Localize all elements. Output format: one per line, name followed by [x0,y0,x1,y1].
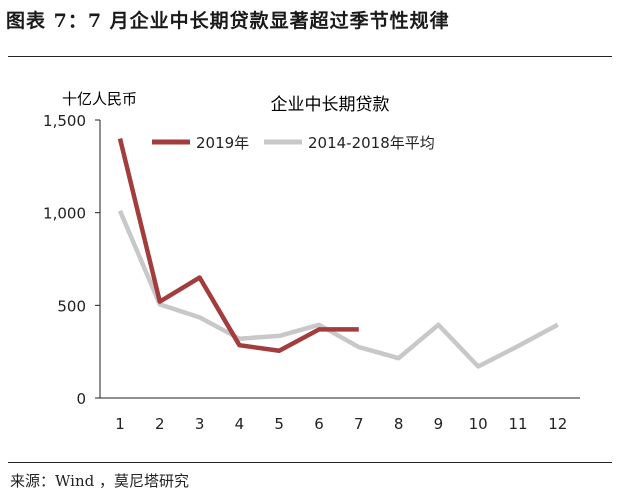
x-tick-label: 2 [155,415,165,433]
unit-label: 十亿人民币 [62,90,137,108]
source-note: 来源：Wind ，莫尼塔研究 [10,472,189,490]
legend-label-2014-2018-avg: 2014-2018年平均 [308,134,435,152]
y-tick-label: 500 [57,297,86,315]
x-tick-label: 7 [354,415,364,433]
x-tick-label: 12 [548,415,567,433]
x-tick-label: 9 [434,415,444,433]
x-tick-label: 5 [274,415,284,433]
chart-title: 企业中长期贷款 [271,95,390,115]
series-layer [117,137,559,369]
y-ticks: 0 500 1,000 1,500 [43,112,100,408]
legend-label-2019: 2019年 [196,134,249,152]
title-rule [8,56,612,57]
x-tick-label: 11 [508,415,527,433]
y-tick-label: 1,000 [43,205,86,223]
series-line-2014-2018-avg [117,209,559,369]
x-tick-label: 8 [394,415,404,433]
source-rule [8,462,612,463]
x-ticks: 1 2 3 4 5 6 7 8 9 10 11 12 [115,415,567,433]
x-tick-label: 3 [195,415,205,433]
legend: 2019年 2014-2018年平均 [152,134,435,152]
x-tick-label: 4 [235,415,245,433]
y-tick-label: 0 [76,390,86,408]
figure-title: 图表 7：7 月企业中长期贷款显著超过季节性规律 [6,10,450,32]
x-tick-label: 10 [469,415,488,433]
series-line-2019 [117,137,359,353]
y-tick-label: 1,500 [43,112,86,130]
x-tick-label: 6 [314,415,324,433]
x-tick-label: 1 [115,415,125,433]
